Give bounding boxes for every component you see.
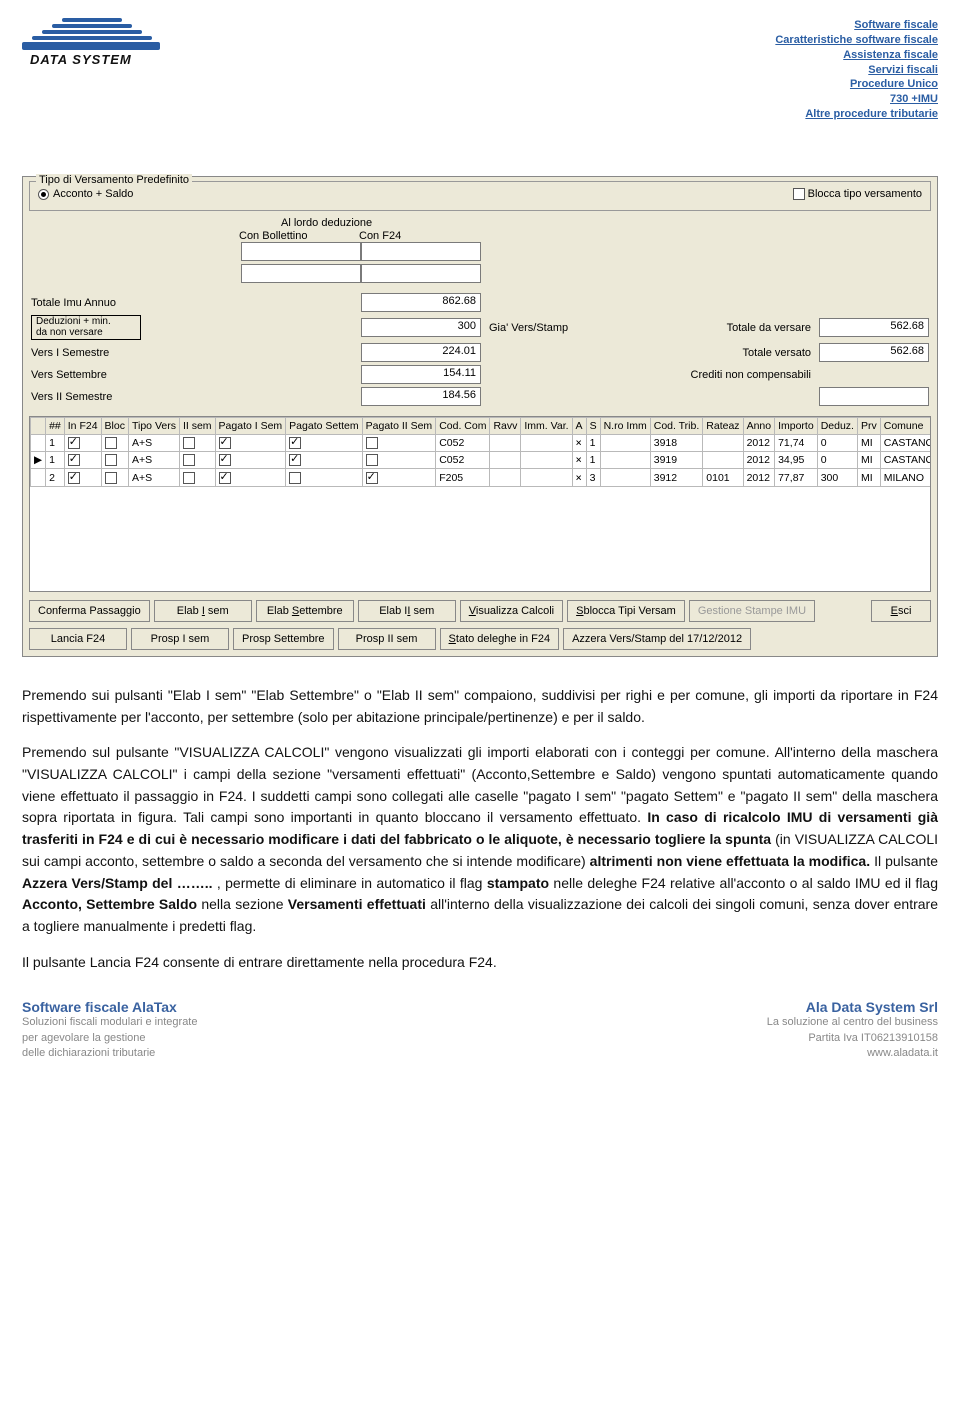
column-header[interactable]: Cod. Trib. [650, 418, 703, 435]
header-link[interactable]: Assistenza fiscale [843, 49, 938, 61]
col-bollettino-header: Con Bollettino [239, 230, 359, 242]
totale-imu-value[interactable]: 862.68 [361, 293, 481, 312]
column-header[interactable]: Deduz. [817, 418, 857, 435]
header-link[interactable]: 730 +IMU [890, 93, 938, 105]
elab-settembre-button[interactable]: Elab Settembre [256, 600, 354, 622]
column-header[interactable]: Bloc [101, 418, 128, 435]
deduzioni-box[interactable]: Deduzioni + min. da non versare [31, 315, 141, 340]
column-header[interactable]: Rateaz [703, 418, 743, 435]
totale-imu-label: Totale Imu Annuo [31, 297, 241, 309]
prosp-settembre-button[interactable]: Prosp Settembre [233, 628, 334, 650]
header-link[interactable]: Servizi fiscali [868, 64, 938, 76]
paragraph-3: Il pulsante Lancia F24 consente di entra… [22, 952, 938, 974]
button-bar-1: Conferma Passaggio Elab I sem Elab Sette… [23, 596, 937, 628]
column-header[interactable]: N.ro Imm [600, 418, 650, 435]
header-link[interactable]: Software fiscale [854, 19, 938, 31]
column-header[interactable]: Tipo Vers [128, 418, 179, 435]
column-header[interactable]: A [572, 418, 586, 435]
table-row[interactable]: 2A+SF205×339120101201277,87300MIMILANO [31, 469, 932, 486]
footer-company: Ala Data System Srl [767, 999, 938, 1015]
vers-set-label: Vers Settembre [31, 369, 241, 381]
elab-i-sem-button[interactable]: Elab I sem [154, 600, 252, 622]
logo-text: DATA SYSTEM [30, 52, 132, 67]
lancia-f24-button[interactable]: Lancia F24 [29, 628, 127, 650]
column-header[interactable]: Importo [775, 418, 818, 435]
page-header: DATA SYSTEM Software fiscale Caratteristi… [22, 18, 938, 122]
column-header[interactable]: Pagato I Sem [215, 418, 286, 435]
column-header[interactable]: Pagato II Sem [362, 418, 436, 435]
paragraph-1: Premendo sui pulsanti "Elab I sem" "Elab… [22, 685, 938, 728]
paragraph-2: Premendo sul pulsante "VISUALIZZA CALCOL… [22, 742, 938, 937]
column-header[interactable]: Pagato Settem [286, 418, 362, 435]
vers2-label: Vers II Semestre [31, 391, 241, 403]
bollettino-input-1[interactable] [241, 242, 361, 261]
f24-input-1[interactable] [361, 242, 481, 261]
header-nav: Software fiscale Caratteristiche software… [775, 18, 938, 122]
bollettino-input-2[interactable] [241, 264, 361, 283]
column-header[interactable]: Anno [743, 418, 775, 435]
azzera-vers-button[interactable]: Azzera Vers/Stamp del 17/12/2012 [563, 628, 751, 650]
column-header[interactable]: ## [46, 418, 65, 435]
logo: DATA SYSTEM [22, 18, 182, 78]
stato-deleghe-button[interactable]: Stato deleghe in F24 [440, 628, 560, 650]
totale-versato-value[interactable]: 562.68 [819, 343, 929, 362]
f24-input-2[interactable] [361, 264, 481, 283]
acconto-saldo-radio[interactable]: Acconto + Saldo [38, 188, 133, 200]
crediti-value[interactable] [819, 387, 929, 406]
column-header[interactable]: Cod. Com [436, 418, 490, 435]
tipo-versamento-fieldset: Tipo di Versamento Predefinito Acconto +… [29, 181, 931, 211]
column-header[interactable]: II sem [179, 418, 215, 435]
column-header[interactable]: In F24 [64, 418, 101, 435]
vers1-value[interactable]: 224.01 [361, 343, 481, 362]
table-row[interactable]: ▶1A+SC052×13919201234,950MICASTANO PRIMO [31, 452, 932, 469]
document-body: Premendo sui pulsanti "Elab I sem" "Elab… [22, 685, 938, 973]
fieldset-legend: Tipo di Versamento Predefinito [36, 174, 192, 186]
column-header[interactable]: Imm. Var. [521, 418, 572, 435]
column-header[interactable]: Prv [857, 418, 880, 435]
header-link[interactable]: Altre procedure tributarie [805, 108, 938, 120]
esci-button[interactable]: Esci [871, 600, 931, 622]
prosp-i-sem-button[interactable]: Prosp I sem [131, 628, 229, 650]
totale-da-versare-value[interactable]: 562.68 [819, 318, 929, 337]
table-row[interactable]: 1A+SC052×13918201271,740MICASTANO PRIMO [31, 435, 932, 452]
visualizza-calcoli-button[interactable]: Visualizza Calcoli [460, 600, 563, 622]
gia-vers-label: Gia' Vers/Stamp [481, 322, 689, 334]
crediti-label: Crediti non compensabili [689, 369, 819, 381]
page-footer: Software fiscale AlaTax Soluzioni fiscal… [22, 999, 938, 1061]
totale-versato-label: Totale versato [689, 347, 819, 359]
button-bar-2: Lancia F24 Prosp I sem Prosp Settembre P… [23, 628, 937, 656]
footer-product: Software fiscale AlaTax [22, 999, 197, 1015]
sblocca-tipi-button[interactable]: Sblocca Tipi Versam [567, 600, 685, 622]
gestione-stampe-button: Gestione Stampe IMU [689, 600, 815, 622]
al-lordo-header: Al lordo deduzione [281, 217, 929, 229]
deduzioni-value[interactable]: 300 [361, 318, 481, 337]
vers-set-value[interactable]: 154.11 [361, 365, 481, 384]
blocca-checkbox[interactable]: Blocca tipo versamento [793, 188, 922, 200]
vers2-value[interactable]: 184.56 [361, 387, 481, 406]
vers1-label: Vers I Semestre [31, 347, 241, 359]
elab-ii-sem-button[interactable]: Elab II sem [358, 600, 456, 622]
column-header[interactable]: Comune [880, 418, 931, 435]
prosp-ii-sem-button[interactable]: Prosp II sem [338, 628, 436, 650]
header-link[interactable]: Caratteristiche software fiscale [775, 34, 938, 46]
imu-dialog: Tipo di Versamento Predefinito Acconto +… [22, 176, 938, 657]
totale-da-versare-label: Totale da versare [689, 322, 819, 334]
conferma-passaggio-button[interactable]: Conferma Passaggio [29, 600, 150, 622]
column-header[interactable]: Ravv [490, 418, 521, 435]
column-header[interactable]: S [586, 418, 600, 435]
col-f24-header: Con F24 [359, 230, 479, 242]
versamenti-grid[interactable]: ##In F24BlocTipo VersII semPagato I SemP… [29, 416, 931, 592]
header-link[interactable]: Procedure Unico [850, 78, 938, 90]
